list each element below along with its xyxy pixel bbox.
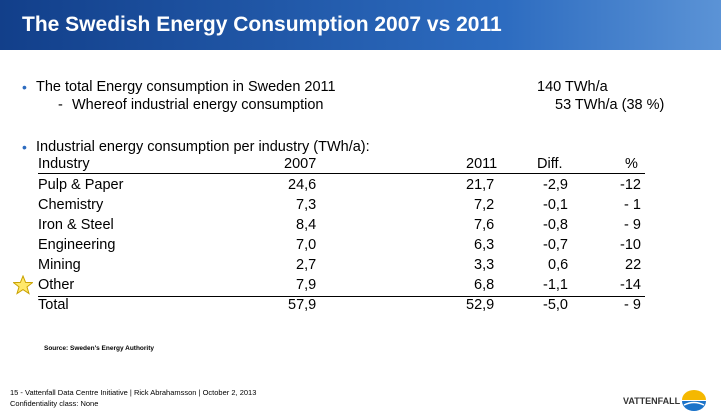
table-cell: 7,9 <box>296 277 317 293</box>
table-cell: 24,6 <box>288 177 317 193</box>
table-cell: -14 <box>620 277 641 293</box>
slide-title: The Swedish Energy Consumption 2007 vs 2… <box>22 13 502 36</box>
footer-line: 15 - Vattenfall Data Centre Initiative |… <box>10 388 257 397</box>
logo-text: VATTENFALL <box>623 396 681 406</box>
row-label: Total <box>38 297 69 313</box>
table-cell: 6,8 <box>474 277 495 293</box>
table-cell: 57,9 <box>288 297 317 313</box>
table-cell: - 9 <box>624 217 641 233</box>
bullet-value: 140 TWh/a <box>537 79 608 95</box>
table-cell: -1,1 <box>543 277 568 293</box>
table-cell: - 9 <box>624 297 641 313</box>
table-cell: 21,7 <box>466 177 495 193</box>
table-cell: -0,1 <box>543 197 568 213</box>
row-label: Other <box>38 277 75 293</box>
bullet: • <box>22 79 27 95</box>
table-cell: 22 <box>625 257 642 273</box>
footer-line: Confidentiality class: None <box>10 399 99 408</box>
table-cell: -10 <box>620 237 641 253</box>
table-cell: 2,7 <box>296 257 317 273</box>
row-label: Chemistry <box>38 197 104 213</box>
bullet-text: The total Energy consumption in Sweden 2… <box>36 79 336 95</box>
table-cell: 6,3 <box>474 237 495 253</box>
row-label: Engineering <box>38 237 116 253</box>
source: Source: Sweden's Energy Authority <box>44 345 155 352</box>
star-icon <box>13 275 33 295</box>
table-cell: 7,2 <box>474 197 495 213</box>
table-cell: -12 <box>620 177 641 193</box>
total-rule <box>38 296 645 297</box>
row-label: Mining <box>38 257 81 273</box>
table-cell: 8,4 <box>296 217 317 233</box>
table-cell: 7,3 <box>296 197 317 213</box>
dash: - <box>58 97 63 113</box>
table-cell: 7,0 <box>296 237 317 253</box>
table-cell: 3,3 <box>474 257 495 273</box>
header-rule <box>38 173 645 174</box>
table-cell: -2,9 <box>543 177 568 193</box>
column-header: 2011 <box>466 156 498 172</box>
table-cell: 7,6 <box>474 217 495 233</box>
bullet-text: Industrial energy consumption per indust… <box>36 139 370 155</box>
header-bar <box>0 0 721 50</box>
table-cell: 52,9 <box>466 297 495 313</box>
column-header: Industry <box>38 156 90 172</box>
bullet: • <box>22 139 27 155</box>
column-header: Diff. <box>537 156 563 172</box>
table-cell: - 1 <box>624 197 641 213</box>
bullet-value: 53 TWh/a (38 %) <box>555 97 665 113</box>
column-header: % <box>625 156 638 172</box>
bullet-text: Whereof industrial energy consumption <box>72 97 324 113</box>
row-label: Pulp & Paper <box>38 177 124 193</box>
table-cell: -0,8 <box>543 217 568 233</box>
table-cell: -0,7 <box>543 237 568 253</box>
logo-icon <box>682 390 706 411</box>
table-cell: -5,0 <box>543 297 568 313</box>
table-cell: 0,6 <box>548 257 569 273</box>
row-label: Iron & Steel <box>38 217 114 233</box>
column-header: 2007 <box>284 156 317 172</box>
